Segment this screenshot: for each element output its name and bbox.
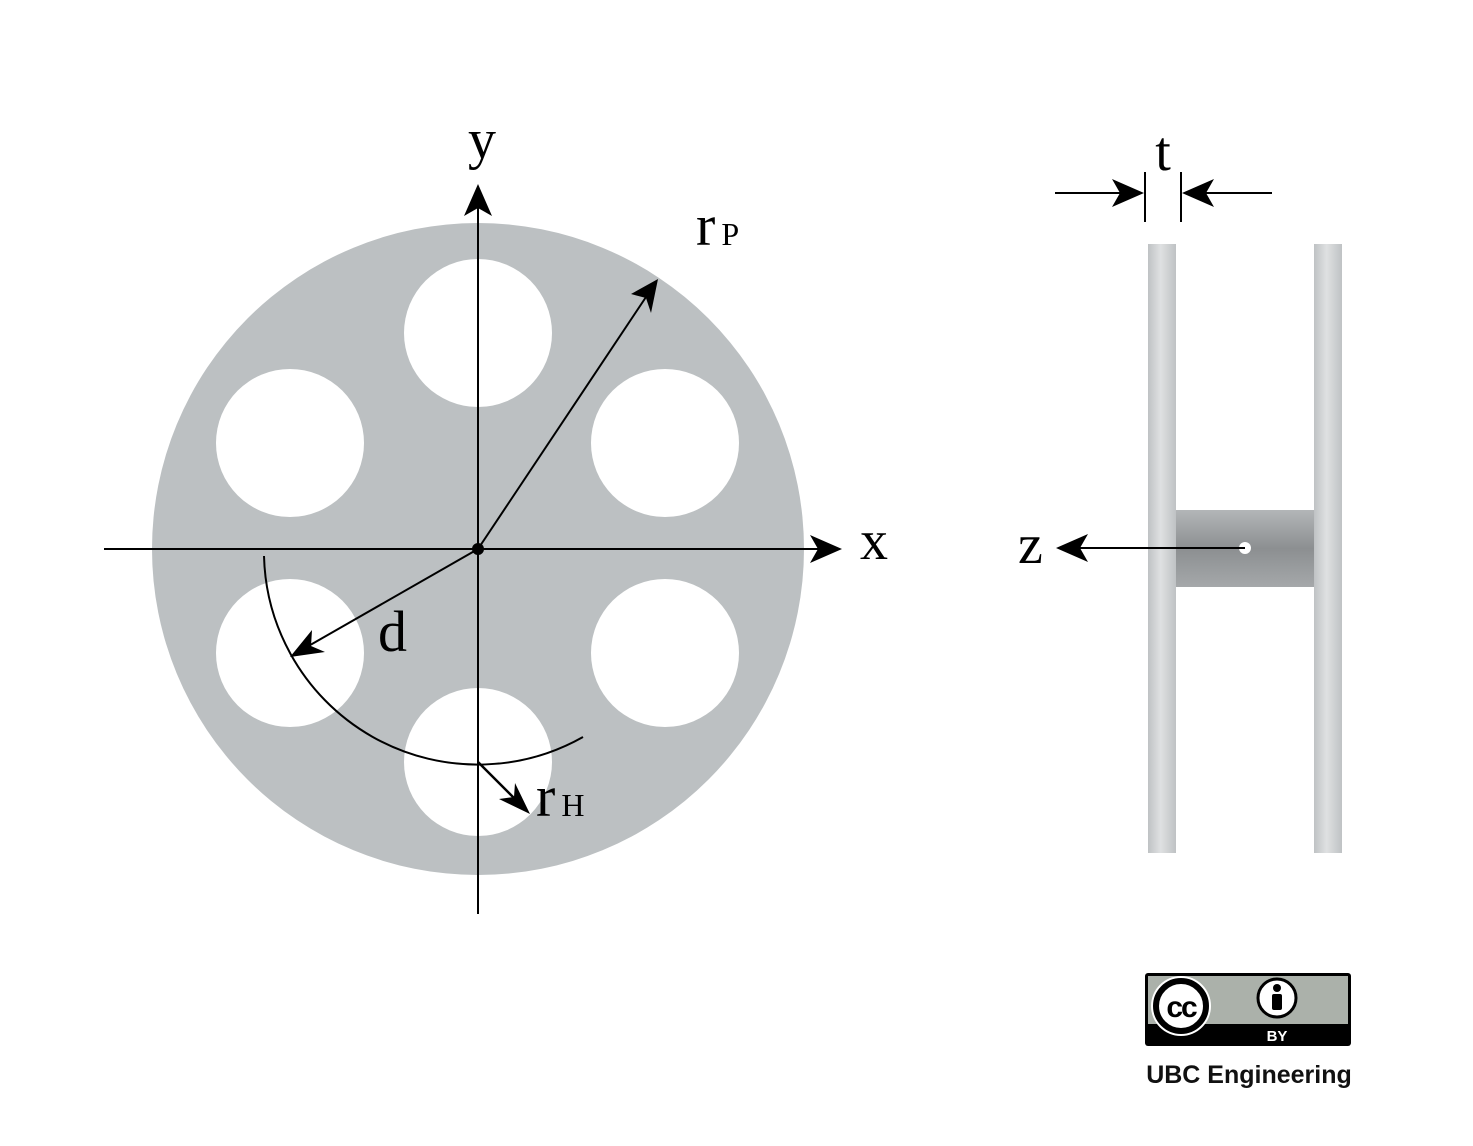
right-plate-side [1314, 244, 1342, 853]
x-axis-label: x [860, 510, 888, 572]
side-view: z t [1018, 121, 1342, 853]
credit-text: UBC Engineering [1146, 1061, 1352, 1089]
rp-label-sub: P [721, 216, 739, 252]
badge-by-text: BY [1267, 1028, 1288, 1045]
hole-lower-right [591, 579, 739, 727]
rh-arrowhead [499, 783, 530, 814]
rp-radius-line [477, 287, 653, 550]
rh-label-sub: H [561, 787, 584, 823]
z-axis-arrowhead [1056, 534, 1088, 562]
hole-upper-right [591, 369, 739, 517]
x-axis-arrowhead [810, 535, 842, 563]
t-arrowhead-right [1182, 179, 1214, 207]
cc-by-badge: cc BY [1145, 973, 1351, 1046]
creative-commons-icon: cc [1151, 976, 1211, 1036]
rp-label-r: r [696, 193, 715, 258]
z-axis-label: z [1018, 514, 1043, 576]
rp-arrowhead [631, 279, 658, 313]
bolt-circle-arc [263, 555, 584, 766]
d-arrowhead [290, 630, 325, 657]
hole-upper-left [216, 369, 364, 517]
d-line [297, 548, 479, 653]
d-label: d [378, 599, 407, 664]
cc-icon-text: cc [1166, 991, 1197, 1024]
attribution-person-icon [1256, 977, 1298, 1019]
y-axis-label: y [468, 109, 496, 171]
t-label: t [1155, 121, 1171, 183]
rh-label-r: r [536, 764, 555, 829]
y-axis-arrowhead [464, 184, 492, 216]
t-arrowhead-left [1112, 179, 1144, 207]
